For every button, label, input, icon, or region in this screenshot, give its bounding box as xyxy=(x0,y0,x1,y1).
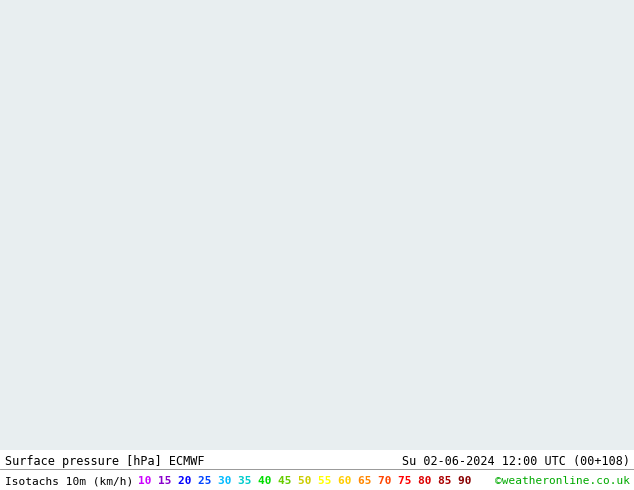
Text: ©weatheronline.co.uk: ©weatheronline.co.uk xyxy=(495,476,630,486)
Text: 60: 60 xyxy=(339,476,359,486)
Text: 80: 80 xyxy=(418,476,439,486)
Text: 40: 40 xyxy=(259,476,279,486)
Text: 55: 55 xyxy=(318,476,339,486)
Text: 25: 25 xyxy=(198,476,219,486)
Text: 65: 65 xyxy=(358,476,378,486)
Text: 70: 70 xyxy=(378,476,399,486)
Text: 50: 50 xyxy=(299,476,319,486)
Text: 30: 30 xyxy=(218,476,238,486)
Text: 45: 45 xyxy=(278,476,299,486)
Text: 35: 35 xyxy=(238,476,259,486)
Text: Isotachs 10m (km/h): Isotachs 10m (km/h) xyxy=(5,476,140,486)
Text: 75: 75 xyxy=(398,476,418,486)
Text: Surface pressure [hPa] ECMWF: Surface pressure [hPa] ECMWF xyxy=(5,455,205,467)
Text: 10: 10 xyxy=(138,476,158,486)
Text: 20: 20 xyxy=(178,476,198,486)
Text: 85: 85 xyxy=(438,476,458,486)
Text: 90: 90 xyxy=(458,476,479,486)
Text: Su 02-06-2024 12:00 UTC (00+108): Su 02-06-2024 12:00 UTC (00+108) xyxy=(401,455,630,467)
Text: 15: 15 xyxy=(158,476,179,486)
